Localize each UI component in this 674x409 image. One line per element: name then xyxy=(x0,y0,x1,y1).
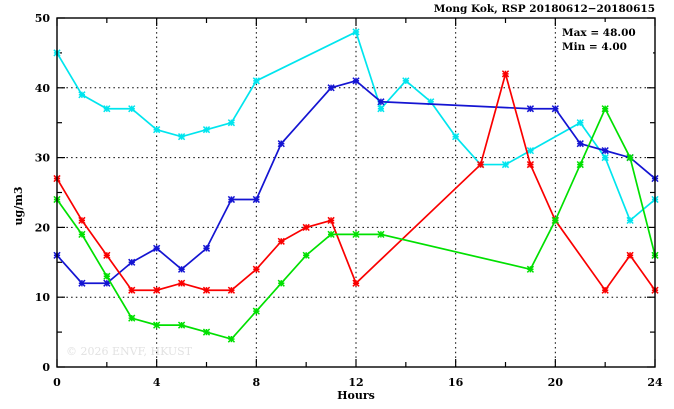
legend-max-label: Max = 48.00 xyxy=(562,27,636,39)
data-point-marker xyxy=(277,140,285,148)
data-point-marker xyxy=(601,286,609,294)
data-point-marker xyxy=(202,328,211,336)
data-point-marker xyxy=(576,160,584,169)
data-point-marker xyxy=(78,91,86,99)
data-point-marker xyxy=(352,230,360,239)
legend-min-label: Min = 4.00 xyxy=(562,41,627,53)
data-point-marker xyxy=(551,216,559,225)
data-point-marker xyxy=(177,279,186,287)
series-green xyxy=(53,105,659,343)
data-point-marker xyxy=(526,105,535,113)
data-point-marker xyxy=(103,105,111,113)
y-tick-label: 20 xyxy=(35,221,51,234)
data-point-marker xyxy=(153,126,161,134)
data-point-marker xyxy=(327,84,335,92)
x-tick-label: 24 xyxy=(647,376,663,389)
data-point-marker xyxy=(78,216,86,225)
data-point-marker xyxy=(576,140,584,148)
data-point-marker xyxy=(128,105,136,113)
data-point-marker xyxy=(103,272,111,280)
data-point-marker xyxy=(626,251,634,259)
data-point-marker xyxy=(153,321,161,329)
data-point-marker xyxy=(601,153,609,162)
data-point-marker xyxy=(202,286,211,294)
data-point-marker xyxy=(202,244,211,252)
data-point-marker xyxy=(327,230,335,239)
data-point-marker xyxy=(327,216,335,225)
data-point-marker xyxy=(526,160,535,169)
x-tick-label: 4 xyxy=(153,376,161,389)
data-point-marker xyxy=(153,286,161,294)
data-point-marker xyxy=(227,286,236,294)
data-point-marker xyxy=(103,251,111,259)
data-point-marker xyxy=(352,279,360,287)
data-point-marker xyxy=(626,153,634,162)
data-point-marker xyxy=(526,265,535,273)
series-red xyxy=(53,70,659,294)
data-point-marker xyxy=(377,230,385,239)
data-point-marker xyxy=(177,321,186,329)
x-tick-label: 16 xyxy=(448,376,464,389)
chart-title: Mong Kok, RSP 20180612−20180615 xyxy=(434,3,655,15)
legend-box: Max = 48.00 Min = 4.00 xyxy=(556,22,653,56)
y-tick-label: 0 xyxy=(42,361,50,374)
y-tick-label: 40 xyxy=(35,82,51,95)
data-point-marker xyxy=(277,279,285,287)
data-point-marker xyxy=(128,286,136,294)
data-point-marker xyxy=(601,105,609,113)
x-tick-label: 12 xyxy=(348,376,363,389)
data-point-marker xyxy=(526,146,535,155)
x-axis-tick-labels: 0 4 8 12 16 20 24 xyxy=(53,376,663,389)
plot-frame xyxy=(56,17,656,368)
x-tick-label: 20 xyxy=(548,376,564,389)
data-point-marker xyxy=(402,77,410,85)
data-point-marker xyxy=(352,28,360,36)
data-point-marker xyxy=(551,105,559,113)
series-line xyxy=(56,70,656,292)
data-point-marker xyxy=(78,230,86,239)
series-line xyxy=(56,106,656,341)
y-tick-label: 10 xyxy=(35,291,51,304)
data-point-marker xyxy=(202,126,211,134)
data-point-marker xyxy=(128,258,136,266)
data-point-marker xyxy=(252,195,260,204)
watermark: © 2026 ENVF, HKUST xyxy=(66,345,193,358)
data-point-marker xyxy=(252,77,260,85)
data-point-marker xyxy=(501,160,510,169)
data-point-marker xyxy=(177,265,186,273)
data-point-marker xyxy=(501,70,510,78)
data-point-marker xyxy=(601,146,609,155)
data-point-marker xyxy=(377,98,385,106)
data-point-marker xyxy=(153,244,161,252)
y-tick-label: 30 xyxy=(35,152,51,165)
y-tick-label: 50 xyxy=(35,12,51,25)
data-point-marker xyxy=(227,195,236,204)
data-point-marker xyxy=(452,133,460,141)
data-point-marker xyxy=(576,119,584,127)
data-point-marker xyxy=(626,216,634,225)
data-point-marker xyxy=(78,279,86,287)
data-point-marker xyxy=(302,223,310,232)
data-point-marker xyxy=(302,251,310,259)
data-point-marker xyxy=(377,105,385,113)
x-axis-label: Hours xyxy=(337,389,375,402)
data-point-marker xyxy=(352,77,360,85)
data-point-marker xyxy=(252,307,260,315)
data-point-marker xyxy=(476,160,485,169)
data-point-marker xyxy=(252,265,260,273)
y-axis-tick-labels: 0 10 20 30 40 50 xyxy=(35,12,51,374)
data-point-marker xyxy=(227,119,236,127)
data-point-marker xyxy=(128,314,136,322)
legend-background xyxy=(556,22,653,56)
data-point-marker xyxy=(177,133,186,141)
y-axis-label: ug/m3 xyxy=(12,187,25,226)
grid-lines xyxy=(57,18,655,367)
x-tick-label: 0 xyxy=(53,376,61,389)
data-point-marker xyxy=(227,335,236,343)
data-point-marker xyxy=(277,237,285,245)
x-tick-label: 8 xyxy=(253,376,261,389)
